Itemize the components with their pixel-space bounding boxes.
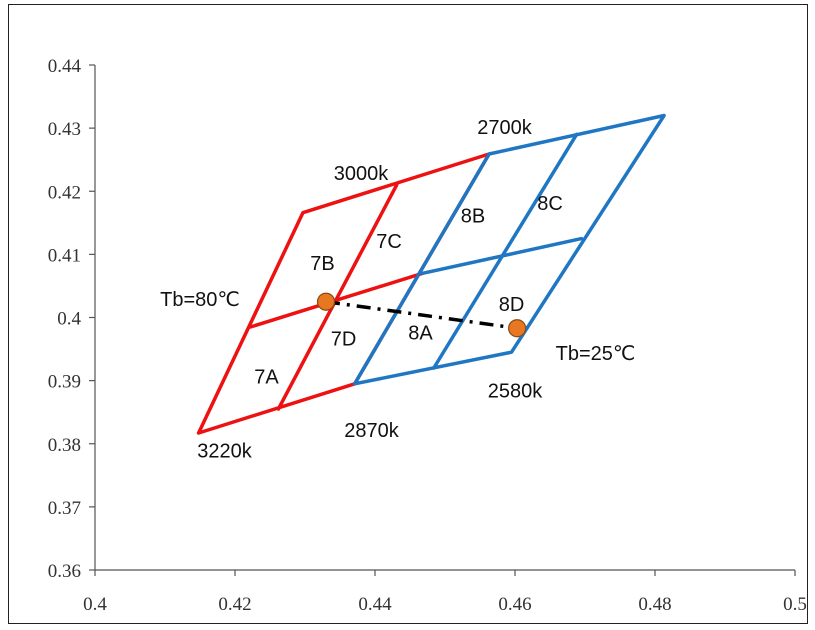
y-tick-label: 0.36 bbox=[48, 561, 81, 582]
series-line-blue bbox=[352, 113, 666, 386]
label-layer: 7A 7B 7C 7D 8A 8B 8C 8D 3000k 2700k 2580k 2870k 3220… bbox=[160, 117, 635, 462]
y-tick-label: 0.42 bbox=[48, 182, 81, 203]
x-tick-label: 0.44 bbox=[358, 594, 392, 615]
annotation-label: 8D bbox=[499, 294, 525, 316]
annotation-label: 8A bbox=[408, 322, 433, 344]
x-tick-label: 0.42 bbox=[218, 594, 251, 615]
data-point-marker bbox=[507, 319, 527, 338]
x-tick-label: 0.5 bbox=[783, 594, 807, 615]
annotation-label: Tb=25℃ bbox=[556, 343, 636, 365]
annotation-label: 7D bbox=[331, 329, 357, 351]
y-tick-label: 0.37 bbox=[48, 498, 81, 519]
y-tick-label: 0.38 bbox=[48, 435, 81, 456]
annotation-label: 2870k bbox=[344, 420, 399, 442]
annotation-label: 7C bbox=[376, 231, 402, 253]
x-tick-label: 0.4 bbox=[83, 594, 107, 615]
x-tick-label: 0.48 bbox=[638, 594, 671, 615]
annotation-label: 3000k bbox=[334, 163, 389, 185]
y-tick-label: 0.41 bbox=[48, 245, 81, 266]
dash-dot-line bbox=[325, 299, 518, 330]
y-tick-label: 0.43 bbox=[48, 119, 81, 140]
data-point-marker bbox=[316, 292, 336, 311]
annotation-label: 3220k bbox=[197, 440, 252, 462]
annotation-label: 7B bbox=[310, 253, 334, 275]
y-tick-label: 0.39 bbox=[48, 372, 81, 393]
series-line-blue bbox=[432, 132, 579, 370]
annotation-label: 8B bbox=[461, 206, 485, 228]
annotation-label: Tb=80℃ bbox=[160, 289, 240, 311]
y-tick-label: 0.44 bbox=[48, 56, 82, 77]
axes: 0.36 0.37 0.38 0.39 0.4 0.41 0.42 0.43 0.44 0.4 0.… bbox=[48, 56, 807, 615]
annotation-label: 7A bbox=[254, 366, 279, 388]
dash-layer bbox=[325, 299, 518, 330]
y-tick-label: 0.4 bbox=[57, 309, 81, 330]
chart-frame bbox=[8, 4, 808, 624]
series-line-red bbox=[196, 152, 491, 435]
x-tick-label: 0.46 bbox=[498, 594, 531, 615]
series-line-red bbox=[276, 183, 399, 411]
marker-layer bbox=[316, 292, 527, 338]
annotation-label: 8C bbox=[537, 193, 563, 215]
series-layer bbox=[196, 113, 666, 435]
annotation-label: 2580k bbox=[488, 380, 543, 402]
annotation-label: 2700k bbox=[477, 117, 532, 139]
